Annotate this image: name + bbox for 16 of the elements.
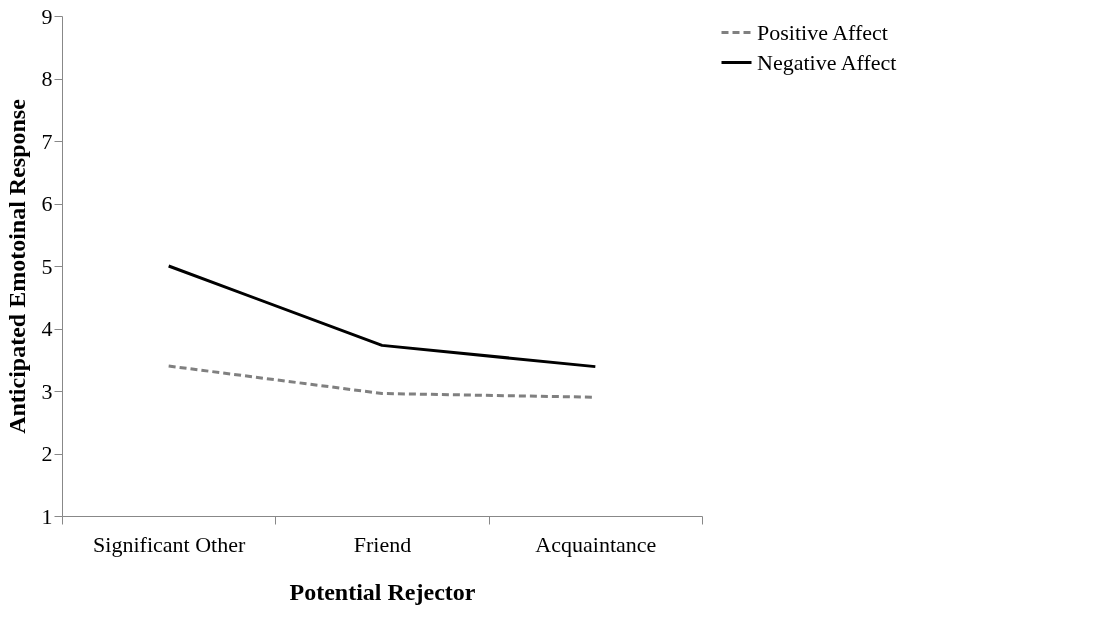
y-tick-label: 4 [41,316,53,341]
y-tick-label: 1 [41,503,53,529]
y-tick-label: 3 [41,378,53,404]
y-tick-label: 2 [41,441,53,466]
y-tick-label: 8 [41,66,53,91]
legend-label: Negative Affect [757,49,897,75]
y-tick-label: 7 [41,128,53,154]
y-tick-label: 5 [41,253,53,279]
y-tick-label: 9 [41,3,53,29]
x-tick-label: Acquaintance [535,531,657,557]
y-tick-label: 6 [41,191,53,216]
x-tick-label: Significant Other [93,531,246,557]
x-tick-label: Friend [353,531,412,557]
legend-label: Positive Affect [757,19,888,45]
y-axis-title: Anticipated Emotoinal Response [3,98,30,434]
x-axis-title: Potential Rejector [289,578,476,605]
